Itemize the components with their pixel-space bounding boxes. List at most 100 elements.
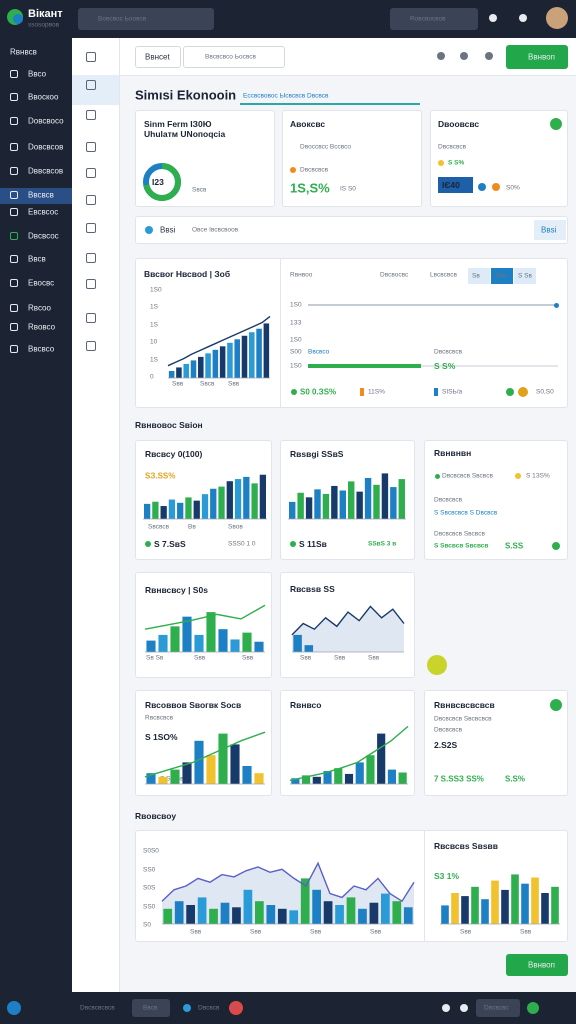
- items[interactable]: Eвосвс: [28, 278, 55, 288]
- toggle[interactable]: [491, 268, 513, 284]
- toggle[interactable]: [514, 268, 536, 284]
- rail-icon[interactable]: [86, 195, 96, 205]
- items[interactable]: Dввсвсов: [28, 166, 64, 176]
- bar: [381, 473, 389, 519]
- nav-icon: [10, 70, 18, 78]
- search-box[interactable]: [183, 46, 285, 68]
- ylabels: ЅЅ0: [143, 903, 156, 910]
- toggle[interactable]: [468, 268, 490, 284]
- tab[interactable]: Ecсвсвовос Ысвсвсв Dвсвсв: [243, 92, 329, 100]
- items[interactable]: Dвсвсос: [28, 231, 59, 241]
- item2[interactable]: Dвсвсв: [198, 1004, 220, 1012]
- bar: [521, 883, 529, 924]
- bar: [143, 503, 151, 519]
- bar: [398, 479, 405, 519]
- filter-action[interactable]: [534, 220, 566, 240]
- items[interactable]: Rвсоо: [28, 303, 51, 313]
- toggles[interactable]: Ѕ Ѕв: [518, 272, 532, 280]
- bar: [226, 481, 233, 519]
- line: [144, 731, 266, 778]
- items[interactable]: Bвоскоо: [28, 92, 59, 102]
- bar: [334, 768, 343, 784]
- chart: [161, 861, 415, 925]
- bar: [289, 501, 296, 519]
- chip[interactable]: Bвсв: [143, 1004, 158, 1012]
- bar: [242, 766, 252, 784]
- bar: [266, 905, 276, 924]
- bar: [471, 886, 479, 924]
- divider: [424, 830, 425, 942]
- rail-icon[interactable]: [86, 223, 96, 233]
- rail-icon[interactable]: [86, 168, 96, 178]
- button[interactable]: [135, 46, 181, 68]
- bar: [176, 367, 182, 378]
- xlabels: Sвсвсв: [148, 523, 170, 531]
- rows: Ѕ00: [290, 348, 302, 356]
- progress-bar: [308, 304, 558, 306]
- stats: ЅЅЅ0 1 0: [228, 540, 256, 548]
- ylabels: 1Ѕ: [150, 303, 158, 311]
- bar: [190, 360, 197, 378]
- bar: [302, 775, 311, 784]
- bar: [377, 733, 386, 784]
- rail-icon[interactable]: [86, 142, 96, 152]
- search-box[interactable]: [78, 8, 214, 30]
- items[interactable]: Dовсвсов: [28, 142, 64, 152]
- chart: [167, 315, 271, 379]
- button[interactable]: [476, 999, 520, 1017]
- button[interactable]: Bвнсеt: [145, 52, 170, 62]
- note: ІЅ Ѕ0: [340, 185, 356, 193]
- items[interactable]: Bвсвсо: [28, 344, 55, 354]
- primary-button[interactable]: [506, 954, 568, 976]
- title: Dвоовсвс: [438, 119, 480, 129]
- lines: Ѕ Ѕвсвсвсв Ѕ Dвсвсв: [434, 509, 498, 517]
- rail-icon[interactable]: [86, 279, 96, 289]
- value[interactable]: Oвсе Iвсвсвоов: [192, 226, 239, 234]
- nav-icon: [10, 304, 18, 312]
- items[interactable]: Bвсо: [28, 69, 47, 79]
- action[interactable]: Bвsі: [541, 225, 557, 235]
- title: Simısi Ekonooin: [135, 87, 237, 103]
- badge: ІЄ40: [442, 180, 460, 190]
- rail-icon[interactable]: [86, 253, 96, 263]
- item[interactable]: Dвсвсвсвсв: [80, 1004, 115, 1012]
- rail-icon[interactable]: [86, 313, 96, 323]
- fab[interactable]: Bвнвоп: [528, 960, 555, 970]
- search-box[interactable]: [390, 8, 478, 30]
- action[interactable]: Bвнвоп: [528, 52, 555, 62]
- items[interactable]: Rвовсо: [28, 322, 56, 332]
- bar: [243, 889, 253, 924]
- bar: [256, 328, 262, 378]
- note: Ѕ0%: [506, 184, 520, 192]
- search[interactable]: Bвсвсвсо Ьосвсв: [205, 53, 256, 61]
- items[interactable]: Dовсвосо: [28, 116, 64, 126]
- search[interactable]: Bовсвос Ьоовсв: [98, 15, 147, 23]
- title: Sinm Ferm IЗ0Ю: [144, 119, 212, 129]
- xlabels: Ѕвв: [242, 654, 254, 662]
- rail-icon[interactable]: [86, 110, 96, 120]
- bar: [170, 769, 180, 784]
- icon: [145, 541, 151, 547]
- xlabels: Ѕвов: [228, 523, 243, 531]
- nav-icon: [10, 143, 18, 151]
- icon: [145, 226, 153, 234]
- rail-icon[interactable]: [86, 52, 96, 62]
- ylabels: 1Ѕ: [150, 356, 158, 364]
- chip[interactable]: [132, 999, 170, 1017]
- primary-button[interactable]: [506, 45, 568, 69]
- bar: [323, 771, 332, 784]
- items[interactable]: Bвсв: [28, 254, 46, 264]
- rail-icon[interactable]: [86, 341, 96, 351]
- toggles[interactable]: Ѕвв: [495, 272, 507, 280]
- ylabels: 10: [150, 338, 158, 346]
- label[interactable]: Bвsі: [160, 225, 176, 235]
- title: Rвнвсвсвсвсв: [434, 700, 495, 710]
- search-right[interactable]: Rовсвосвов: [410, 15, 446, 23]
- items[interactable]: Bвсвсв: [28, 190, 54, 200]
- rail-icon[interactable]: [86, 80, 96, 90]
- stats: 11Ѕ%: [368, 388, 385, 396]
- toggles[interactable]: Ѕв: [472, 272, 480, 280]
- xlabels: Ѕвв: [460, 928, 472, 936]
- items[interactable]: Eвсвсос: [28, 207, 59, 217]
- action[interactable]: Dвсвсвс: [484, 1004, 509, 1012]
